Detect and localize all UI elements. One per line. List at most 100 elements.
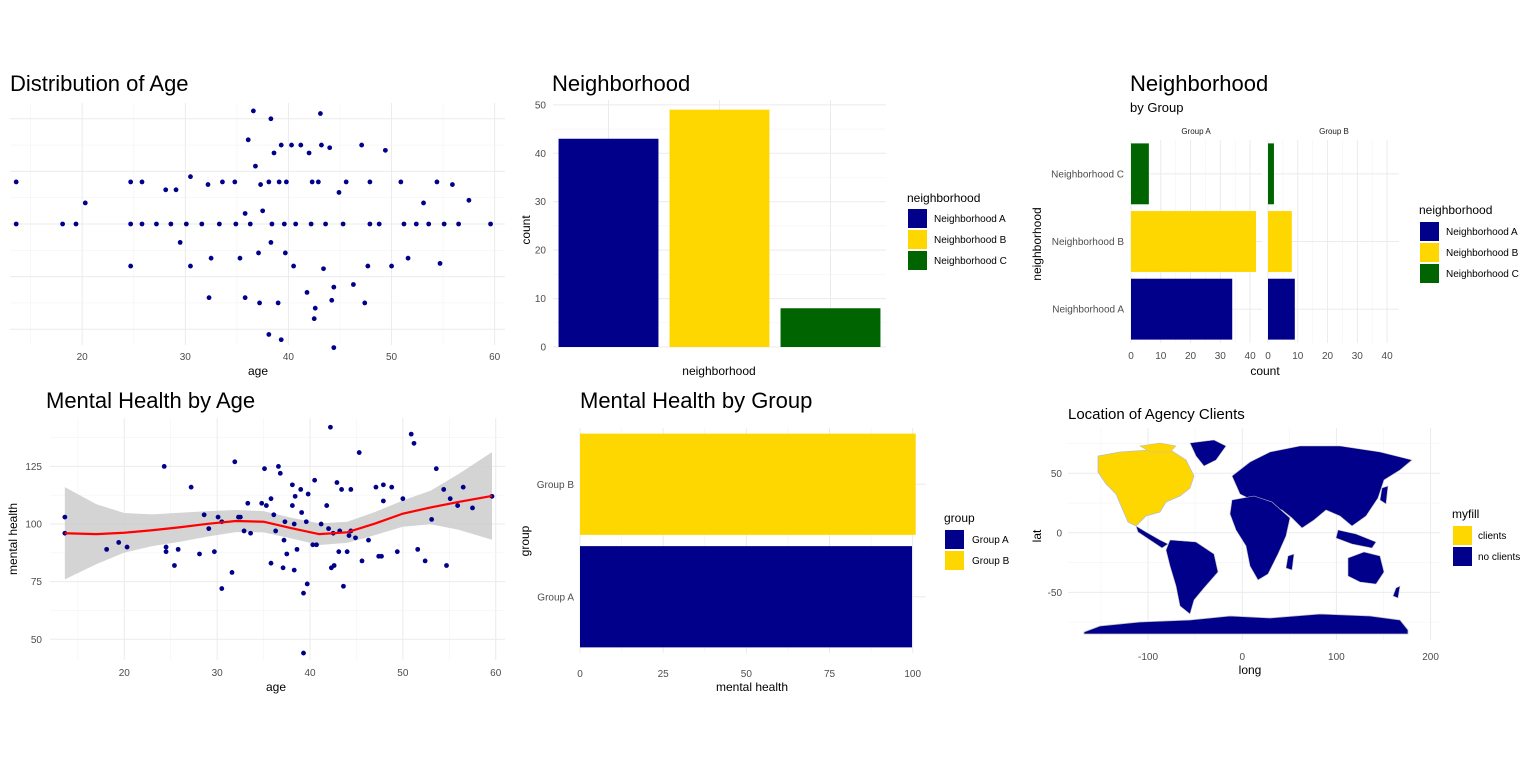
data-point [206,526,212,532]
bar [1268,143,1274,205]
data-point [163,187,169,193]
x-axis-label: count [1250,364,1280,378]
legend-label: no clients [1478,552,1520,563]
data-point [256,250,261,256]
data-point [242,295,248,301]
data-points [13,108,493,351]
legend: neighborhood Neighborhood ANeighborhood … [1419,203,1519,283]
x-axis-label: mental health [716,680,788,694]
x-tick-label: 10 [1292,351,1304,362]
data-point [291,263,296,269]
legend-label: Neighborhood A [934,214,1006,225]
data-point [62,514,68,520]
bar [1268,211,1292,272]
legend-label: Group B [972,556,1010,567]
y-tick-label: 0 [1056,528,1062,539]
data-point [314,542,319,548]
new-zealand [1392,585,1401,599]
data-point [266,179,272,185]
bar [1268,278,1295,340]
y-tick-label: 125 [25,462,42,473]
data-point [163,549,169,555]
legend: neighborhood Neighborhood ANeighborhood … [907,191,1007,270]
confidence-ribbon [64,452,492,580]
bar [580,546,913,648]
data-point [351,282,356,287]
australia [1347,551,1385,585]
data-point [282,519,288,525]
x-tick-label: 40 [1382,351,1394,362]
data-point [353,535,358,541]
data-point [294,546,300,552]
y-tick-label: Neighborhood B [1052,237,1125,248]
y-tick-label: 10 [535,294,547,305]
x-axis-label: age [266,680,286,694]
data-point [299,510,305,515]
data-point [268,116,274,122]
data-point [331,345,337,351]
data-point [312,305,318,311]
y-tick-label: Neighborhood A [1052,305,1124,316]
data-point [233,221,239,227]
mental-health-by-age-chart: Mental Health by Age 20 30 40 50 60 50 75 100 12… [6,388,505,694]
data-point [263,503,269,508]
data-point [139,179,145,185]
data-point [220,179,225,185]
data-point [466,197,472,203]
data-point [298,142,304,148]
x-tick-label: 75 [824,669,836,680]
data-point [444,563,449,568]
data-point [281,537,287,543]
data-point [329,297,335,303]
data-point [282,250,288,256]
data-point [334,480,340,485]
y-axis-label: neighborhood [1030,207,1044,280]
data-point [309,179,315,185]
y-tick-label: 40 [535,149,547,160]
y-tick-label: Group B [537,480,575,491]
data-point [208,255,214,261]
data-point [311,316,317,322]
data-point [177,240,183,245]
data-point [359,558,365,564]
data-point [326,526,331,532]
y-tick-label: Group A [537,592,574,603]
data-point [379,553,384,559]
legend-entries: clients no clients [1453,526,1520,566]
africa [1229,495,1291,581]
y-axis-label: mental health [6,503,20,575]
data-point [271,150,277,156]
data-point [168,221,174,227]
data-point [343,179,349,185]
legend-label: Neighborhood C [934,256,1007,267]
data-point [266,332,272,337]
x-tick-label: 100 [904,669,921,680]
bar [780,308,881,347]
x-axis-label: neighborhood [682,364,755,378]
data-point [232,459,238,465]
x-tick-labels: 20 30 40 50 60 [77,352,501,363]
data-point [60,221,65,227]
chart-title: Neighborhood [1130,71,1268,96]
data-point [324,503,330,508]
trend-line [64,494,493,536]
legend: group Group A Group B [944,511,1010,570]
data-point [312,477,318,483]
gridlines [10,103,505,345]
x-tick-label: 40 [304,668,316,679]
data-point [389,484,395,490]
legend-title: neighborhood [1419,203,1492,217]
data-point [301,590,306,596]
data-point [348,487,354,492]
data-point [366,537,371,543]
data-point [237,514,243,520]
data-point [278,142,284,148]
data-point [280,565,286,571]
data-point [437,261,443,266]
data-point [305,491,311,497]
legend-title: group [944,511,975,525]
data-point [291,567,297,573]
bar [669,109,770,347]
data-point [284,551,290,557]
x-tick-label: 200 [1422,652,1439,663]
